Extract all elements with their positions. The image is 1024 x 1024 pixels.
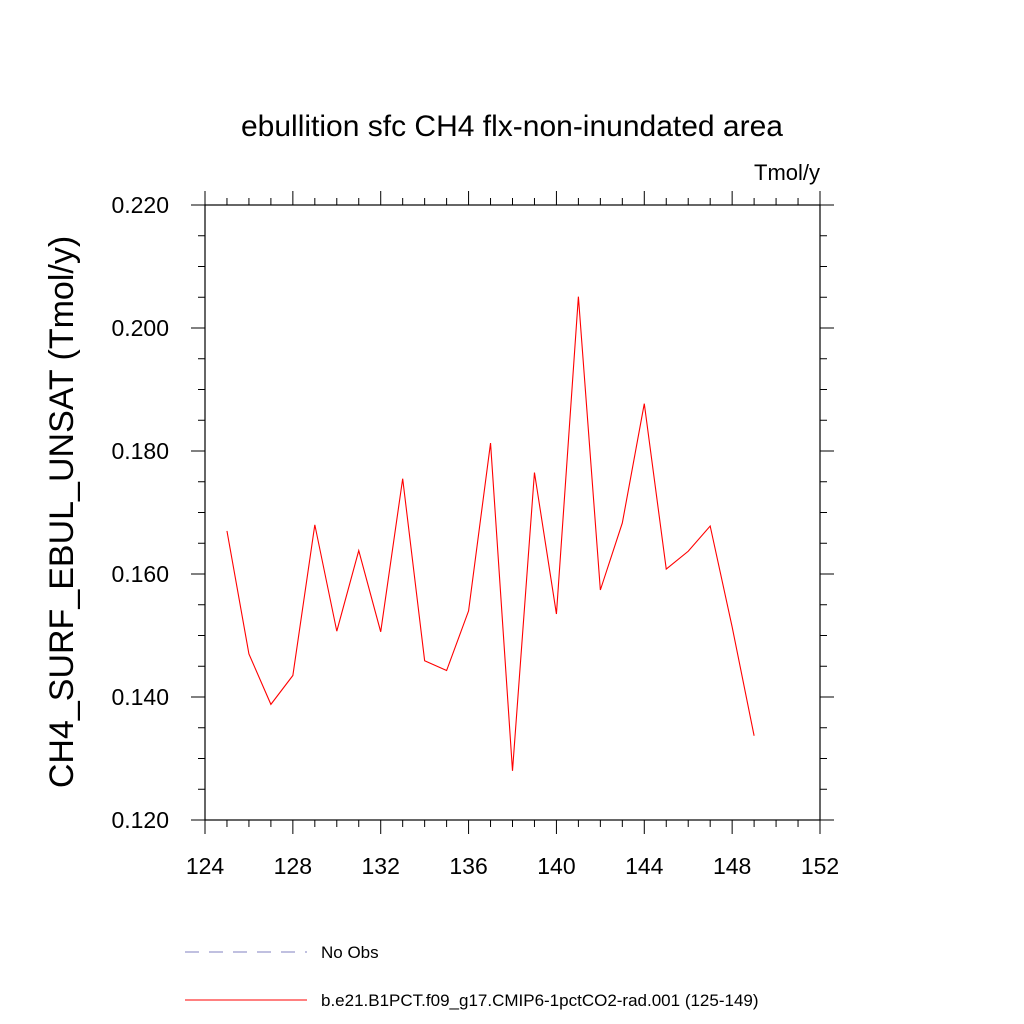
x-tick-label: 148 xyxy=(713,853,751,879)
y-tick-label: 0.140 xyxy=(111,684,169,710)
x-tick-label: 124 xyxy=(186,853,225,879)
x-tick-label: 128 xyxy=(274,853,312,879)
y-tick-label: 0.180 xyxy=(111,438,169,464)
x-tick-label: 132 xyxy=(362,853,400,879)
axis-ticks: 124 128 132 136 140 144 148 152 0.120 0.140 0.160 0… xyxy=(111,191,839,879)
y-tick-label: 0.160 xyxy=(111,561,169,587)
units-label: Tmol/y xyxy=(754,160,820,185)
x-tick-label: 144 xyxy=(625,853,664,879)
x-tick-label: 136 xyxy=(449,853,487,879)
x-tick-label: 140 xyxy=(537,853,575,879)
y-tick-label: 0.220 xyxy=(111,192,169,218)
series-line xyxy=(226,296,755,771)
plot-frame xyxy=(204,204,821,821)
series-layer xyxy=(226,296,755,771)
y-tick-label: 0.200 xyxy=(111,315,169,341)
x-tick-label: 152 xyxy=(801,853,839,879)
legend: No Obs b.e21.B1PCT.f09_g17.CMIP6-1pctCO2-… xyxy=(185,943,759,1010)
chart-title: ebullition sfc CH4 flx-non-inundated are… xyxy=(241,110,783,143)
legend-label: b.e21.B1PCT.f09_g17.CMIP6-1pctCO2-rad.00… xyxy=(321,991,759,1010)
y-axis-label: CH4_SURF_EBUL_UNSAT (Tmol/y) xyxy=(43,236,81,788)
y-tick-label: 0.120 xyxy=(111,807,169,833)
legend-label: No Obs xyxy=(321,943,379,962)
